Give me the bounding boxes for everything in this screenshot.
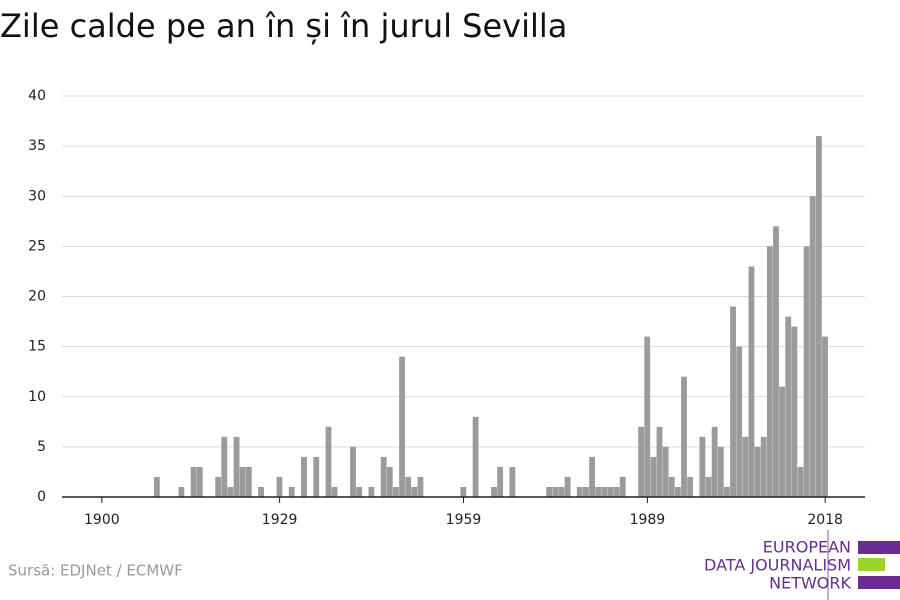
bar — [417, 476, 424, 497]
logo-text: EUROPEAN — [763, 538, 851, 557]
logo-text: DATA JOURNALISM — [704, 556, 851, 575]
bar — [558, 486, 565, 497]
bar — [705, 476, 712, 497]
bar — [460, 486, 467, 497]
bar — [748, 266, 755, 497]
bar — [822, 336, 828, 497]
bar — [386, 466, 393, 497]
bar — [613, 486, 620, 497]
y-tick-label: 30 — [28, 188, 46, 204]
bar — [736, 346, 743, 497]
bar — [668, 476, 675, 497]
bar — [313, 456, 320, 497]
bar — [153, 476, 160, 497]
x-tick-label: 1989 — [630, 512, 666, 528]
bar — [809, 196, 816, 497]
bar — [411, 486, 418, 497]
bar — [730, 306, 736, 497]
bar — [699, 436, 706, 497]
y-tick-label: 5 — [37, 439, 46, 455]
bar — [589, 456, 595, 497]
bar — [791, 326, 798, 497]
bar — [662, 446, 669, 497]
bar — [331, 486, 338, 497]
bar — [711, 426, 718, 497]
bar — [546, 486, 553, 497]
bar — [681, 376, 687, 497]
bar — [766, 246, 773, 497]
bar — [742, 436, 749, 497]
y-tick-label: 15 — [28, 339, 46, 355]
bar — [760, 436, 767, 497]
bar — [233, 436, 240, 497]
bar — [350, 446, 356, 497]
bar — [190, 466, 197, 497]
y-tick-label: 35 — [28, 138, 46, 154]
bar — [239, 466, 246, 497]
bar — [644, 336, 651, 497]
bar — [509, 466, 516, 497]
y-tick-label: 25 — [28, 238, 46, 254]
bar — [754, 446, 761, 497]
bar — [325, 426, 332, 497]
bar — [607, 486, 614, 497]
logo-bar — [858, 576, 900, 589]
x-tick-label: 1959 — [446, 512, 482, 528]
logo-bar — [858, 541, 900, 554]
bar — [797, 466, 804, 497]
bar — [497, 466, 504, 497]
bar — [393, 486, 399, 497]
x-tick-label: 2018 — [807, 512, 843, 528]
bar — [656, 426, 663, 497]
bar — [650, 456, 657, 497]
bar — [595, 486, 602, 497]
source: Sursă: EDJNet / ECMWF — [8, 562, 183, 580]
bar — [245, 466, 252, 497]
bar — [380, 456, 387, 497]
bar — [227, 486, 234, 497]
y-tick-label: 20 — [28, 289, 46, 305]
bar — [576, 486, 583, 497]
bar — [356, 486, 363, 497]
bar — [687, 476, 694, 497]
y-tick-label: 0 — [37, 489, 46, 505]
bar — [717, 446, 724, 497]
bar — [638, 426, 645, 497]
bar — [583, 486, 589, 497]
bar — [619, 476, 626, 497]
y-tick-label: 10 — [28, 389, 46, 405]
bar — [178, 486, 185, 497]
bar — [276, 476, 283, 497]
logo-bar — [858, 558, 885, 571]
bar — [815, 136, 822, 497]
bar — [552, 486, 559, 497]
bar — [779, 386, 786, 497]
bar — [472, 416, 479, 497]
bar — [491, 486, 497, 497]
bar — [601, 486, 608, 497]
bar — [368, 486, 375, 497]
y-tick-label: 40 — [28, 88, 46, 104]
bar — [564, 476, 571, 497]
bar — [258, 486, 264, 497]
bar — [399, 356, 405, 497]
chart-title: Zile calde pe an în și în jurul Sevilla — [0, 7, 567, 45]
bar — [405, 476, 412, 497]
bar — [196, 466, 203, 497]
x-tick-label: 1900 — [84, 512, 120, 528]
bar — [221, 436, 228, 497]
bar — [674, 486, 681, 497]
bar — [724, 486, 730, 497]
bar — [301, 456, 307, 497]
bar — [803, 246, 810, 497]
logo-text: NETWORK — [769, 574, 851, 593]
bar — [288, 486, 295, 497]
bar — [773, 226, 779, 497]
bar — [215, 476, 222, 497]
bar — [785, 316, 792, 497]
x-tick-label: 1929 — [262, 512, 298, 528]
